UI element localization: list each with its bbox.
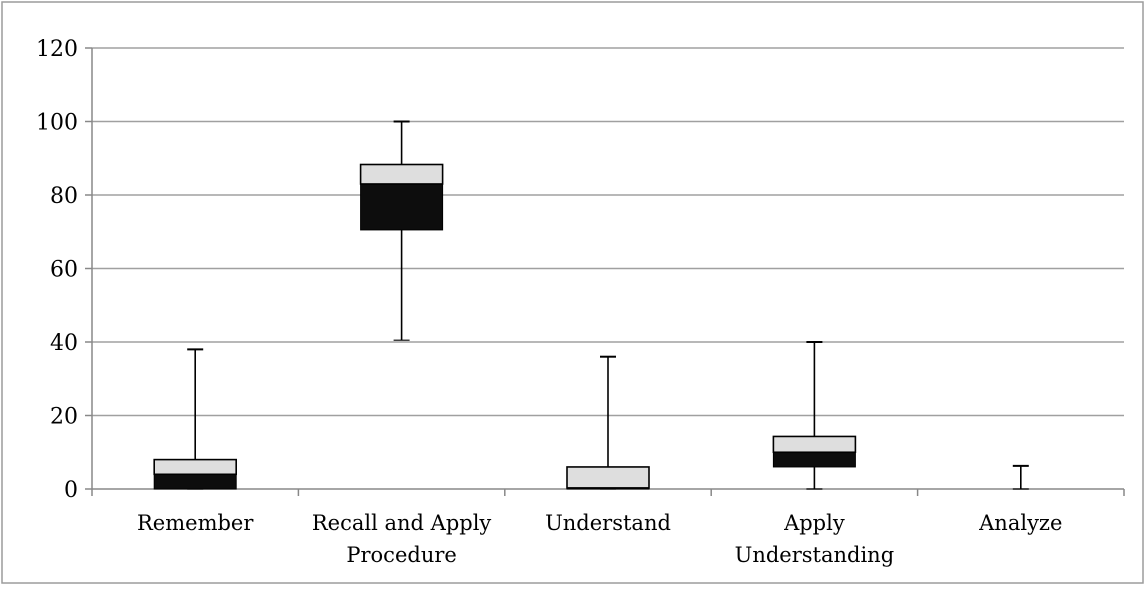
y-tick-label: 120 [36,37,78,62]
x-category-label: Remember [137,511,254,535]
labels: 0 20 40 60 80 100 120 Remember Recall and Apply P… [36,37,1062,567]
box-upper [153,458,237,476]
x-category-label: Analyze [978,511,1062,535]
box-lower [153,473,237,490]
box-upper [772,435,857,454]
box-lower [360,183,444,231]
y-tick-label: 40 [50,331,78,356]
box-2 [566,355,650,490]
box-3 [772,341,857,490]
box-1 [359,120,444,341]
box-upper [566,466,650,489]
y-tick-label: 80 [50,184,78,209]
x-category-label: Procedure [346,543,456,567]
y-tick-label: 60 [50,258,78,283]
x-category-label: Understand [545,511,671,535]
y-tick-label: 100 [36,111,78,136]
x-category-label: Understanding [735,543,895,567]
y-tick-label: 0 [64,478,78,503]
y-tick-label: 20 [50,405,78,430]
boxes [153,120,1029,490]
x-category-label: Apply [783,511,845,535]
gridlines [92,47,1124,417]
box-0 [153,348,237,490]
box-4 [1012,464,1029,490]
box-upper [359,163,444,185]
box-lower [772,451,856,468]
x-category-label: Recall and Apply [312,511,492,535]
